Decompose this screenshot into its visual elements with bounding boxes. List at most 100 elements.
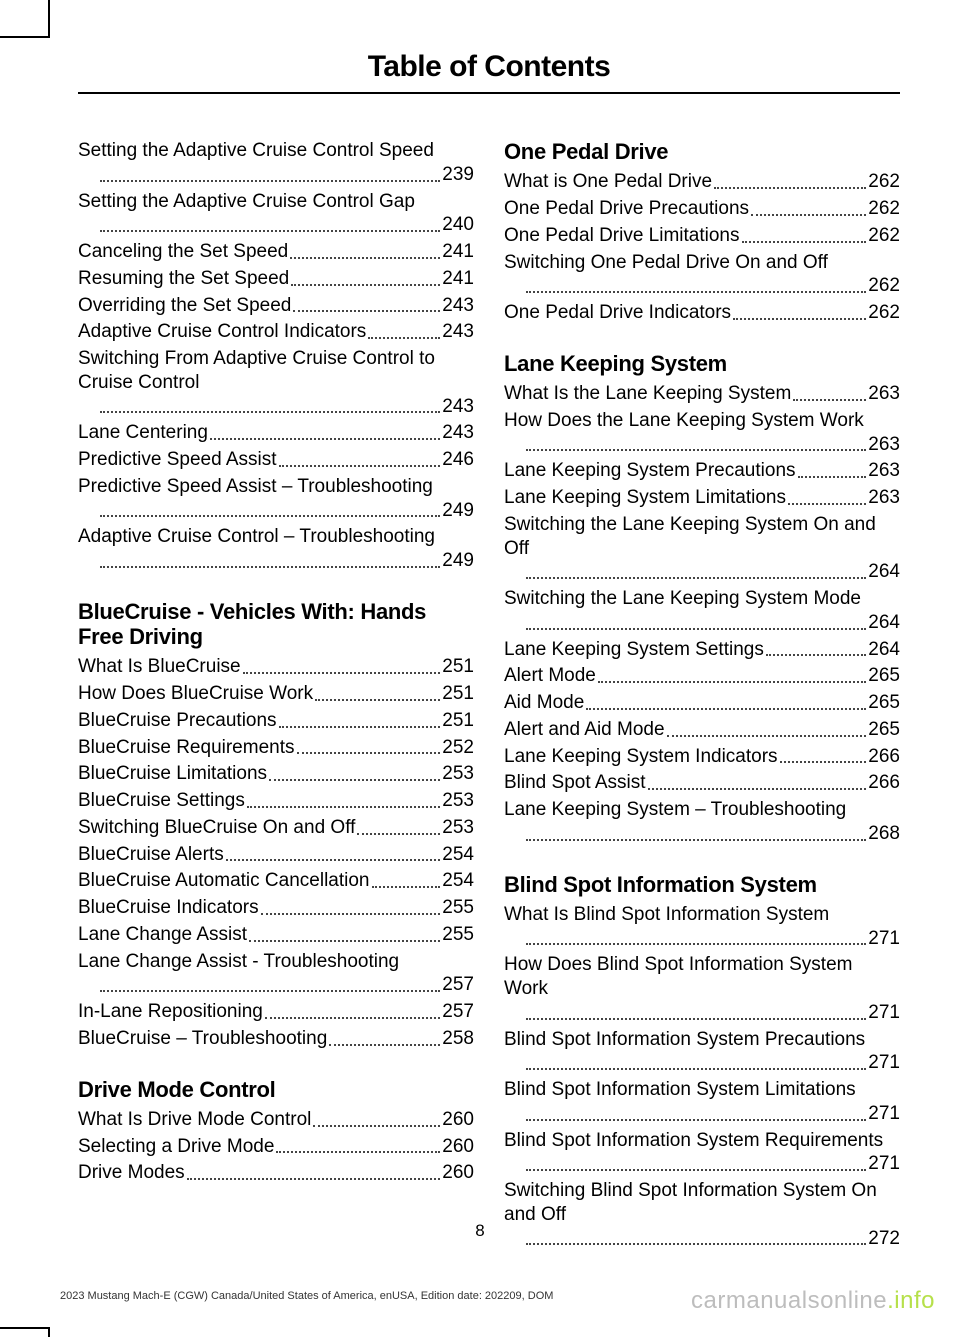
toc-entry[interactable]: Drive Modes260 (78, 1161, 474, 1185)
toc-entry-page: 258 (442, 1027, 474, 1051)
toc-entry[interactable]: One Pedal Drive Limitations262 (504, 224, 900, 248)
toc-entry-page: 246 (442, 448, 474, 472)
toc-entry-page: 262 (868, 301, 900, 325)
leader-dots (313, 1125, 440, 1127)
toc-entry[interactable]: Adaptive Cruise Control – Troubleshootin… (78, 525, 474, 573)
footer-brand-a: carmanualsonline (691, 1287, 887, 1314)
toc-entry[interactable]: Canceling the Set Speed241 (78, 240, 474, 264)
page-number: 8 (0, 1221, 960, 1241)
toc-entry[interactable]: BlueCruise Limitations253 (78, 762, 474, 786)
toc-entry[interactable]: How Does Blind Spot Information System W… (504, 953, 900, 1024)
leader-dots (526, 1169, 866, 1171)
toc-entry[interactable]: Lane Change Assist255 (78, 923, 474, 947)
toc-entry[interactable]: Predictive Speed Assist246 (78, 448, 474, 472)
section-heading: Drive Mode Control (78, 1077, 474, 1102)
toc-entry-page: 255 (442, 896, 474, 920)
toc-entry[interactable]: Switching From Adaptive Cruise Control t… (78, 347, 474, 418)
toc-entry[interactable]: Switching BlueCruise On and Off253 (78, 816, 474, 840)
toc-entry[interactable]: Lane Keeping System Limitations263 (504, 486, 900, 510)
toc-entry[interactable]: Setting the Adaptive Cruise Control Spee… (78, 139, 474, 187)
toc-entry[interactable]: What is One Pedal Drive262 (504, 170, 900, 194)
toc-entry-label: Switching the Lane Keeping System On and… (504, 514, 876, 559)
toc-entry-page: 266 (868, 745, 900, 769)
toc-entry-label: How Does BlueCruise Work (78, 682, 313, 706)
toc-entry[interactable]: Overriding the Set Speed243 (78, 294, 474, 318)
leader-dots (329, 1044, 440, 1046)
toc-entry-continuation: 239 (78, 163, 474, 187)
toc-entry[interactable]: In-Lane Repositioning257 (78, 1000, 474, 1024)
toc-entry[interactable]: BlueCruise Requirements252 (78, 736, 474, 760)
toc-entry[interactable]: BlueCruise – Troubleshooting258 (78, 1027, 474, 1051)
toc-entry-label: What Is the Lane Keeping System (504, 382, 791, 406)
toc-entry[interactable]: BlueCruise Alerts254 (78, 843, 474, 867)
toc-entry[interactable]: Lane Keeping System Indicators266 (504, 745, 900, 769)
toc-entry[interactable]: How Does BlueCruise Work251 (78, 682, 474, 706)
section-heading: Lane Keeping System (504, 351, 900, 376)
toc-entry-label: Aid Mode (504, 691, 584, 715)
toc-entry-label: Blind Spot Information System Limitation… (504, 1079, 856, 1100)
toc-entry[interactable]: How Does the Lane Keeping System Work263 (504, 409, 900, 457)
toc-entry[interactable]: Lane Keeping System – Troubleshooting268 (504, 798, 900, 846)
toc-entry-page: 263 (868, 486, 900, 510)
toc-entry[interactable]: What Is Drive Mode Control260 (78, 1108, 474, 1132)
leader-dots (648, 788, 867, 790)
toc-entry[interactable]: BlueCruise Automatic Cancellation254 (78, 869, 474, 893)
toc-entry[interactable]: One Pedal Drive Precautions262 (504, 197, 900, 221)
toc-entry[interactable]: BlueCruise Precautions251 (78, 709, 474, 733)
leader-dots (249, 940, 440, 942)
toc-entry[interactable]: Setting the Adaptive Cruise Control Gap2… (78, 190, 474, 238)
toc-entry-continuation: 271 (504, 1102, 900, 1126)
toc-entry-page: 253 (442, 816, 474, 840)
leader-dots (526, 628, 866, 630)
toc-entry[interactable]: Adaptive Cruise Control Indicators243 (78, 320, 474, 344)
toc-entry[interactable]: Switching One Pedal Drive On and Off262 (504, 251, 900, 299)
crop-mark-tl (0, 0, 50, 38)
toc-entry-label: One Pedal Drive Indicators (504, 301, 731, 325)
toc-entry[interactable]: Switching the Lane Keeping System Mode26… (504, 587, 900, 635)
crop-mark-bl (0, 1327, 50, 1337)
toc-entry-page: 241 (442, 267, 474, 291)
toc-entry-continuation: 271 (504, 1001, 900, 1025)
toc-entry[interactable]: Alert and Aid Mode265 (504, 718, 900, 742)
toc-entry-label: Lane Keeping System Precautions (504, 459, 796, 483)
toc-entry-page: 262 (868, 197, 900, 221)
toc-entry[interactable]: What Is the Lane Keeping System 263 (504, 382, 900, 406)
leader-dots (291, 284, 440, 286)
toc-entry-continuation: 271 (504, 1051, 900, 1075)
toc-entry[interactable]: What Is BlueCruise251 (78, 655, 474, 679)
toc-entry[interactable]: Resuming the Set Speed241 (78, 267, 474, 291)
leader-dots (586, 708, 866, 710)
toc-entry-page: 257 (442, 973, 474, 997)
toc-entry-label: Blind Spot Assist (504, 771, 646, 795)
toc-entry[interactable]: Lane Keeping System Settings264 (504, 638, 900, 662)
toc-entry[interactable]: Blind Spot Assist266 (504, 771, 900, 795)
toc-entry-page: 254 (442, 843, 474, 867)
toc-entry[interactable]: Switching the Lane Keeping System On and… (504, 513, 900, 584)
toc-entry[interactable]: Blind Spot Information System Limitation… (504, 1078, 900, 1126)
toc-entry-page: 271 (868, 1102, 900, 1126)
toc-entry[interactable]: Aid Mode265 (504, 691, 900, 715)
leader-dots (100, 230, 440, 232)
leader-dots (100, 180, 440, 182)
toc-entry-continuation: 249 (78, 549, 474, 573)
toc-entry[interactable]: BlueCruise Settings253 (78, 789, 474, 813)
toc-entry-page: 257 (442, 1000, 474, 1024)
leader-dots (526, 291, 866, 293)
leader-dots (261, 913, 441, 915)
toc-entry[interactable]: Blind Spot Information System Requiremen… (504, 1129, 900, 1177)
toc-entry-label: Blind Spot Information System Precaution… (504, 1029, 865, 1050)
toc-entry[interactable]: Blind Spot Information System Precaution… (504, 1028, 900, 1076)
toc-entry[interactable]: BlueCruise Indicators255 (78, 896, 474, 920)
toc-entry[interactable]: Lane Centering243 (78, 421, 474, 445)
toc-entry[interactable]: Lane Change Assist - Troubleshooting257 (78, 950, 474, 998)
toc-entry[interactable]: One Pedal Drive Indicators 262 (504, 301, 900, 325)
toc-entry-page: 271 (868, 927, 900, 951)
toc-entry[interactable]: Selecting a Drive Mode260 (78, 1135, 474, 1159)
leader-dots (226, 859, 441, 861)
toc-entry-page: 263 (868, 382, 900, 406)
toc-entry-label: Blind Spot Information System Requiremen… (504, 1130, 883, 1151)
toc-entry[interactable]: Predictive Speed Assist – Troubleshootin… (78, 475, 474, 523)
toc-entry[interactable]: Lane Keeping System Precautions263 (504, 459, 900, 483)
toc-entry[interactable]: What Is Blind Spot Information System271 (504, 903, 900, 951)
toc-entry[interactable]: Alert Mode265 (504, 664, 900, 688)
